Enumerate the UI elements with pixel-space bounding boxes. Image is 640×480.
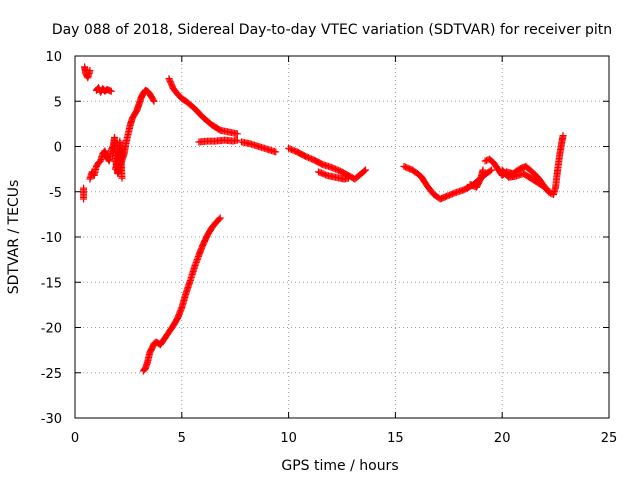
data-point [86, 66, 94, 74]
grid [75, 56, 609, 418]
chart-title: Day 088 of 2018, Sidereal Day-to-day VTE… [52, 22, 612, 38]
data-point [272, 148, 280, 156]
data-point [233, 136, 241, 144]
data-series [80, 63, 567, 375]
data-point [150, 97, 158, 105]
data-point [488, 166, 496, 174]
data-point [216, 214, 224, 222]
y-tick-label: -15 [41, 276, 62, 291]
data-point [542, 184, 550, 192]
data-point [479, 166, 487, 174]
data-point [107, 87, 115, 95]
y-tick-label: -10 [41, 231, 62, 246]
data-point [118, 174, 126, 182]
y-axis: 10 5 0 -5 -10 -15 -20 -25 -30 [41, 50, 609, 427]
x-tick-label: 0 [71, 431, 79, 446]
y-tick-label: 10 [45, 50, 62, 65]
data-point [360, 167, 368, 175]
data-point [344, 174, 352, 182]
x-tick-label: 25 [601, 431, 618, 446]
data-point [149, 96, 157, 104]
data-point [486, 167, 494, 175]
y-tick-label: 5 [54, 95, 62, 110]
x-axis-label: GPS time / hours [281, 458, 398, 474]
data-point [80, 184, 88, 192]
series-sdtvar [80, 63, 567, 375]
y-tick-label: -5 [49, 186, 62, 201]
data-point [543, 185, 551, 193]
y-tick-label: -30 [41, 412, 62, 427]
y-axis-label: SDTVAR / TECUs [6, 180, 22, 295]
y-tick-label: 0 [54, 141, 62, 156]
x-tick-label: 5 [178, 431, 186, 446]
x-tick-label: 15 [387, 431, 404, 446]
data-point [215, 215, 223, 223]
x-tick-label: 10 [280, 431, 297, 446]
y-tick-label: -25 [41, 367, 62, 382]
data-point [559, 132, 567, 140]
x-axis: 0 5 10 15 20 25 [71, 56, 617, 446]
y-tick-label: -20 [41, 322, 62, 337]
x-tick-label: 20 [494, 431, 511, 446]
data-point [233, 130, 241, 138]
data-point [361, 166, 369, 174]
